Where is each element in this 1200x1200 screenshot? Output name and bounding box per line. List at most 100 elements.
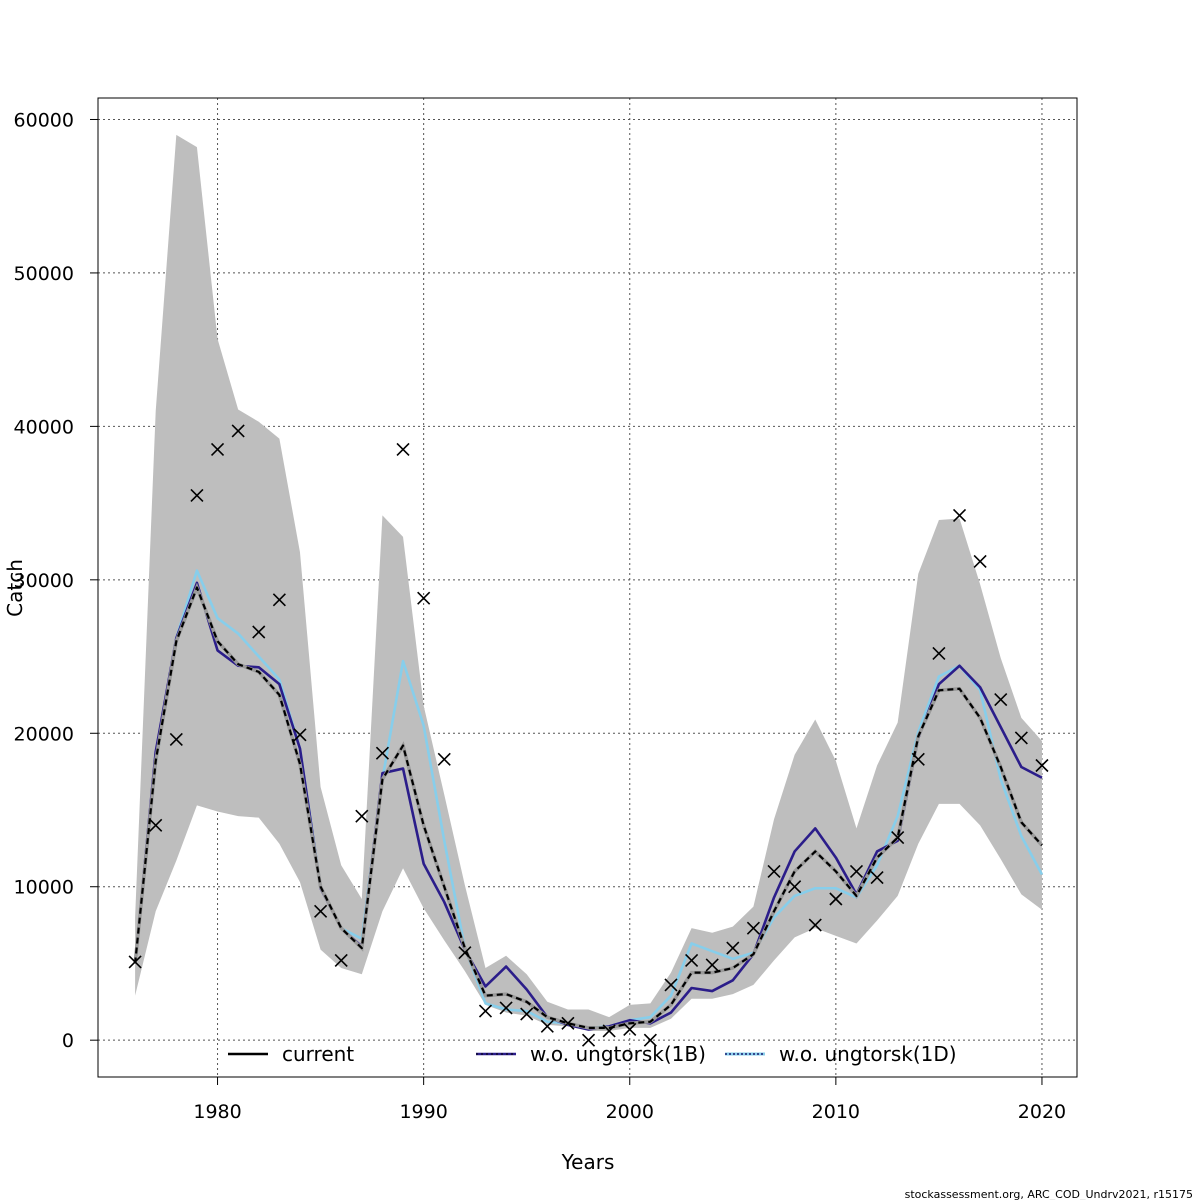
legend: current w.o. ungtorsk(1B) w.o. ungtorsk(1D…: [228, 1042, 957, 1066]
y-axis-title: Catch: [3, 559, 27, 617]
observation-point: [994, 692, 1008, 707]
legend-label: w.o. ungtorsk(1B): [530, 1042, 706, 1066]
observation-stroke: [849, 864, 864, 878]
observation-point: [396, 442, 410, 456]
observation-stroke: [231, 424, 245, 438]
observation-stroke: [973, 554, 987, 568]
series-layer: [133, 569, 1044, 1031]
observation-point: [643, 1033, 657, 1047]
observation-point: [1014, 731, 1028, 745]
observation-stroke: [355, 809, 369, 823]
y-tick-label: 30000: [14, 570, 74, 592]
observation-point: [499, 1001, 513, 1015]
x-tick-label: 2020: [1018, 1101, 1066, 1123]
observation-stroke: [911, 752, 925, 766]
observation-point: [272, 593, 286, 607]
observation-stroke: [1014, 731, 1028, 745]
observation-point: [849, 864, 864, 878]
observation-stroke: [499, 1001, 513, 1015]
x-tick-label: 1980: [193, 1101, 241, 1123]
observation-stroke: [829, 892, 843, 906]
observation-point: [788, 880, 802, 894]
footer-credit: stockassessment.org, ARC_COD_Undrv2021, …: [905, 1188, 1193, 1200]
observation-stroke: [602, 1024, 616, 1038]
observation-point: [932, 646, 946, 661]
observation-point: [952, 508, 967, 522]
y-tick-label: 0: [62, 1030, 74, 1052]
observation-stroke: [540, 1019, 554, 1033]
observation-point: [623, 1022, 637, 1036]
observation-stroke: [808, 918, 822, 932]
axes: 1980 1990 2000 2010 2020 0 10000 20000 30000 4000…: [14, 109, 1067, 1123]
observation-stroke: [581, 1033, 596, 1047]
observation-point: [169, 732, 183, 746]
observation-point: [705, 958, 719, 972]
observation-point: [726, 941, 740, 955]
observation-point: [602, 1024, 616, 1038]
observation-point: [210, 442, 225, 456]
observation-point: [231, 424, 245, 438]
observation-point: [128, 955, 142, 969]
observation-stroke: [314, 904, 328, 918]
observation-stroke: [293, 728, 307, 742]
observation-stroke: [252, 625, 266, 639]
observation-point: [808, 918, 822, 932]
observation-point: [478, 1004, 493, 1018]
observation-stroke: [458, 946, 472, 960]
observation-point: [746, 921, 760, 935]
observation-stroke: [334, 953, 348, 967]
observation-stroke: [685, 953, 699, 967]
observation-point: [293, 728, 307, 742]
observation-point: [437, 752, 451, 766]
x-tick-label: 2010: [812, 1101, 860, 1123]
observation-point: [581, 1033, 596, 1047]
observation-point: [520, 1007, 534, 1021]
observation-point: [767, 864, 781, 878]
y-tick-label: 20000: [14, 723, 74, 745]
observation-stroke: [932, 646, 946, 661]
observation-stroke: [705, 958, 719, 972]
observation-point: [685, 953, 699, 967]
observation-stroke: [994, 692, 1008, 707]
observation-point: [375, 746, 389, 760]
observation-point: [417, 591, 431, 605]
observation-point: [973, 554, 987, 568]
observation-stroke: [891, 831, 905, 845]
observation-point: [891, 831, 905, 845]
observation-point: [829, 892, 843, 906]
x-axis-title: Years: [561, 1150, 615, 1174]
series-current-halo: [133, 582, 1044, 1030]
y-tick-label: 10000: [14, 877, 74, 899]
y-tick-label: 50000: [14, 263, 74, 285]
observation-point: [252, 625, 266, 639]
observation-point: [314, 904, 328, 918]
plot-frame: [97, 97, 1078, 1078]
confidence-band-layer: [135, 134, 1042, 1031]
observation-point: [458, 946, 472, 960]
observation-stroke: [870, 870, 884, 885]
confidence-band: [135, 134, 1042, 1031]
observation-stroke: [746, 921, 760, 935]
x-tick-label: 1990: [399, 1101, 447, 1123]
observation-point: [664, 978, 678, 992]
observation-stroke: [396, 442, 410, 456]
legend-label: current: [282, 1042, 354, 1066]
observation-point: [149, 818, 163, 832]
observation-point: [1035, 758, 1049, 773]
observation-stroke: [726, 941, 740, 955]
observation-stroke: [1035, 758, 1049, 773]
observation-stroke: [561, 1016, 575, 1030]
legend-label: w.o. ungtorsk(1D): [779, 1042, 957, 1066]
observation-point: [190, 488, 204, 502]
observation-stroke: [437, 752, 451, 766]
observation-stroke: [417, 591, 431, 605]
observation-stroke: [664, 978, 678, 992]
y-tick-label: 60000: [14, 109, 74, 131]
observation-point: [870, 870, 884, 885]
observation-stroke: [149, 818, 163, 832]
y-tick-label: 40000: [14, 416, 74, 438]
observation-stroke: [478, 1004, 493, 1018]
observation-point: [355, 809, 369, 823]
observation-point: [561, 1016, 575, 1030]
